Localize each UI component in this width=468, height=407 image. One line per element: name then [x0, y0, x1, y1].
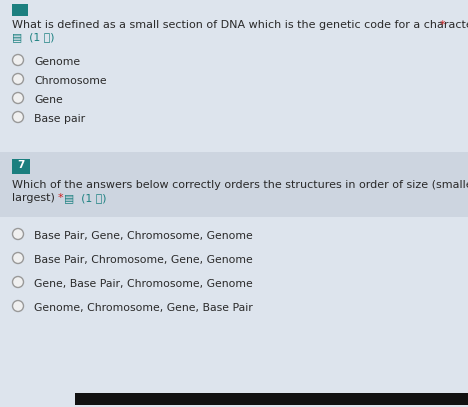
Text: Genome: Genome: [34, 57, 80, 67]
Text: *: *: [58, 193, 64, 203]
Text: Which of the answers below correctly orders the structures in order of size (sma: Which of the answers below correctly ord…: [12, 180, 468, 190]
FancyBboxPatch shape: [12, 159, 30, 174]
FancyBboxPatch shape: [75, 393, 468, 405]
Circle shape: [13, 276, 23, 287]
Circle shape: [13, 228, 23, 239]
Text: ▤  (1 点): ▤ (1 点): [12, 32, 54, 42]
Text: Base pair: Base pair: [34, 114, 85, 124]
Text: Gene, Base Pair, Chromosome, Genome: Gene, Base Pair, Chromosome, Genome: [34, 279, 253, 289]
Text: Base Pair, Chromosome, Gene, Genome: Base Pair, Chromosome, Gene, Genome: [34, 255, 253, 265]
Text: 7: 7: [17, 160, 25, 170]
Text: Gene: Gene: [34, 95, 63, 105]
Text: largest): largest): [12, 193, 55, 203]
Circle shape: [13, 252, 23, 263]
Circle shape: [13, 55, 23, 66]
Text: What is defined as a small section of DNA which is the genetic code for a charac: What is defined as a small section of DN…: [12, 20, 468, 30]
Circle shape: [13, 300, 23, 311]
Circle shape: [13, 112, 23, 123]
Text: Chromosome: Chromosome: [34, 76, 107, 86]
FancyBboxPatch shape: [0, 152, 468, 217]
FancyBboxPatch shape: [12, 4, 28, 16]
Text: Genome, Chromosome, Gene, Base Pair: Genome, Chromosome, Gene, Base Pair: [34, 303, 253, 313]
Text: Base Pair, Gene, Chromosome, Genome: Base Pair, Gene, Chromosome, Genome: [34, 231, 253, 241]
Text: *: *: [440, 20, 446, 30]
Circle shape: [13, 92, 23, 103]
Circle shape: [13, 74, 23, 85]
Text: ▤  (1 点): ▤ (1 点): [64, 193, 107, 203]
